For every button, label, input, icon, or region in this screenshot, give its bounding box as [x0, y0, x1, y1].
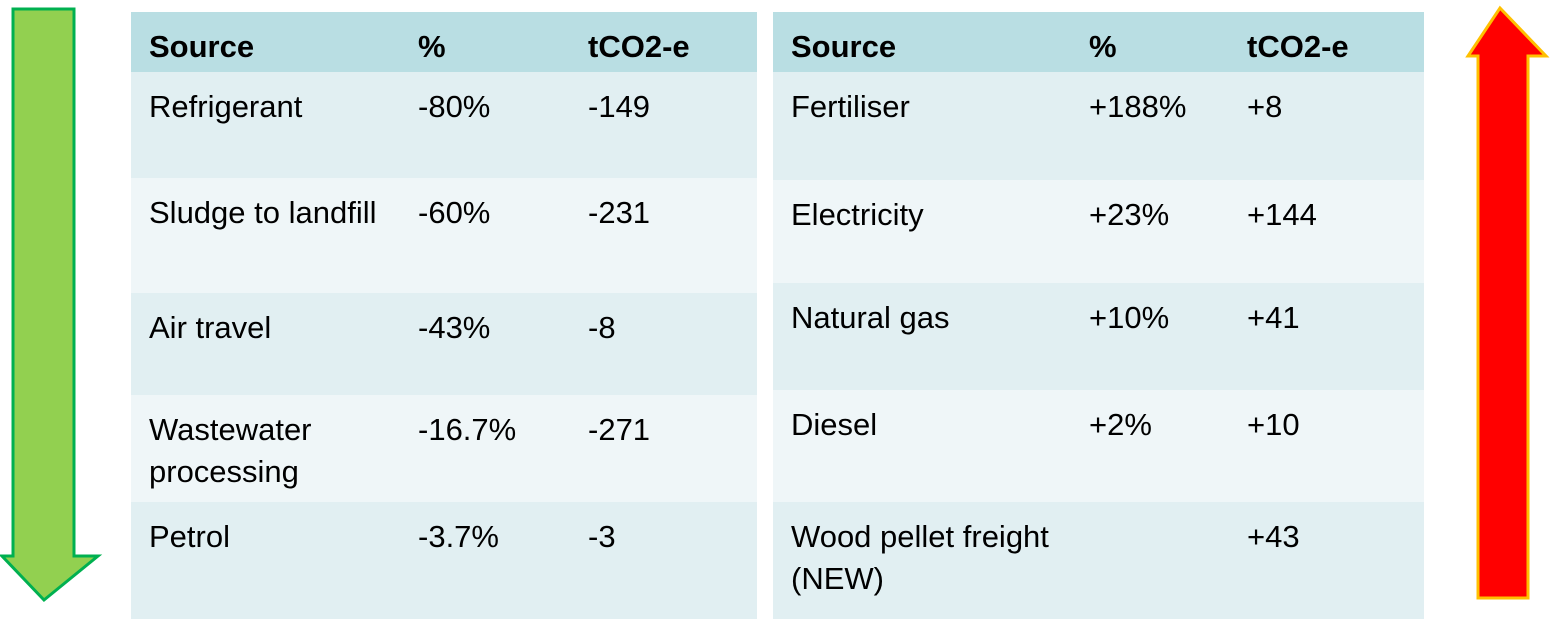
increase-table: Source% tCO2-e Fertiliser +188% +8 Electricit…	[773, 12, 1424, 619]
table-cell: Air travel	[131, 293, 400, 395]
down-arrow	[0, 7, 103, 603]
table-cell: Sludge to landfill	[131, 178, 400, 293]
table-cell: +10%	[1071, 283, 1229, 390]
table-cell: Wastewater processing	[131, 395, 400, 502]
table-cell	[1071, 502, 1229, 619]
table-cell: Natural gas	[773, 283, 1071, 390]
table-cell: -16.7%	[400, 395, 570, 502]
table-cell: -149	[570, 72, 757, 178]
header-cell: Source	[773, 12, 1071, 72]
table-cell: +23%	[1071, 180, 1229, 283]
decrease-table: Source% tCO2-e Refrigerant -80% -149 Sludge t…	[131, 12, 757, 619]
table-cell: +8	[1229, 72, 1424, 180]
table-cell: Fertiliser	[773, 72, 1071, 180]
up-arrow	[1465, 5, 1550, 600]
header-cell: %	[1071, 12, 1229, 72]
header-cell: tCO2-e	[1229, 12, 1424, 72]
table-cell: Diesel	[773, 390, 1071, 502]
table-cell: -271	[570, 395, 757, 502]
table-cell: -43%	[400, 293, 570, 395]
table-cell: +2%	[1071, 390, 1229, 502]
table-cell: +144	[1229, 180, 1424, 283]
table-cell: +10	[1229, 390, 1424, 502]
table-cell: -8	[570, 293, 757, 395]
table-cell: -231	[570, 178, 757, 293]
header-cell: Source	[131, 12, 400, 72]
table-cell: Electricity	[773, 180, 1071, 283]
table-cell: Petrol	[131, 502, 400, 619]
table-cell: Wood pellet freight (NEW)	[773, 502, 1071, 619]
table-cell: -3	[570, 502, 757, 619]
table-cell: +43	[1229, 502, 1424, 619]
header-cell: tCO2-e	[570, 12, 757, 72]
table-cell: +41	[1229, 283, 1424, 390]
table-cell: -60%	[400, 178, 570, 293]
table-cell: -80%	[400, 72, 570, 178]
table-cell: +188%	[1071, 72, 1229, 180]
table-cell: -3.7%	[400, 502, 570, 619]
table-cell: Refrigerant	[131, 72, 400, 178]
header-cell: %	[400, 12, 570, 72]
